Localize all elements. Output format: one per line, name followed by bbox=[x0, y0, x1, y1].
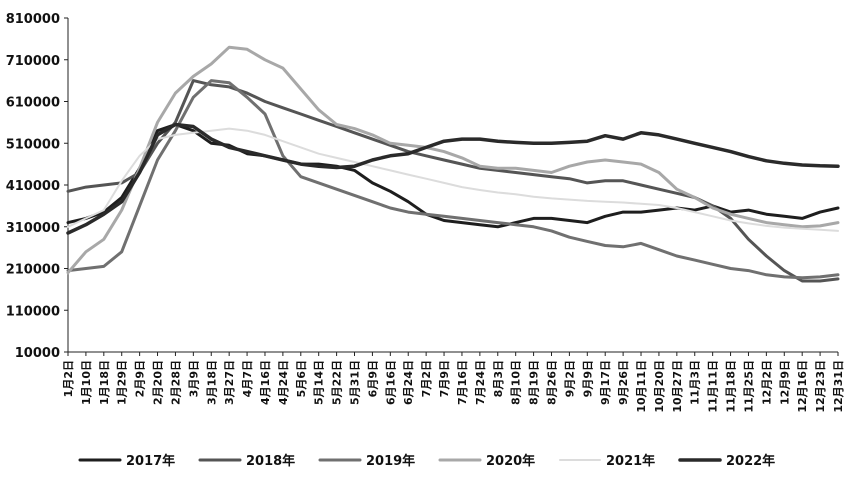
y-tick-label: 710000 bbox=[6, 54, 60, 69]
x-tick-label: 4月24日 bbox=[277, 360, 290, 405]
y-tick-label: 510000 bbox=[6, 137, 60, 152]
x-tick-label: 7月2日 bbox=[420, 360, 433, 397]
x-tick-label: 3月18日 bbox=[205, 360, 218, 405]
legend-label-1: 2018年 bbox=[246, 453, 295, 469]
x-tick-label: 3月9日 bbox=[187, 360, 200, 397]
x-tick-label: 8月19日 bbox=[528, 360, 541, 405]
x-tick-label: 1月2日 bbox=[62, 360, 75, 397]
x-tick-label: 6月16日 bbox=[384, 360, 397, 405]
x-tick-label: 7月16日 bbox=[456, 360, 469, 405]
x-tick-label: 8月10日 bbox=[510, 360, 523, 405]
x-tick-label: 2月28日 bbox=[169, 360, 182, 405]
y-tick-label: 110000 bbox=[6, 304, 60, 319]
x-tick-label: 8月3日 bbox=[492, 360, 505, 397]
series-line-1 bbox=[66, 79, 840, 283]
x-tick-label: 11月25日 bbox=[742, 360, 755, 413]
x-tick-label: 8月26日 bbox=[545, 360, 558, 405]
x-tick-label: 10月11日 bbox=[635, 360, 648, 413]
x-tick-label: 5月31日 bbox=[349, 360, 362, 405]
x-tick-label: 7月9日 bbox=[438, 360, 451, 397]
x-tick-label: 4月16日 bbox=[259, 360, 272, 405]
x-tick-label: 4月7日 bbox=[241, 360, 254, 397]
y-tick-labels: 10000 110000 210000 310000 410000 510000 61000… bbox=[6, 12, 68, 361]
x-tick-label: 12月9日 bbox=[778, 360, 791, 405]
series-line-4 bbox=[67, 127, 839, 232]
x-tick-label: 1月18日 bbox=[98, 360, 111, 405]
x-tick-label: 12月16日 bbox=[796, 360, 809, 413]
x-tick-labels: 1月2日 1月10日 1月18日 1月29日 2月9日 2月20日 2月28日 3月9日 3月1… bbox=[62, 352, 845, 413]
y-tick-label: 310000 bbox=[6, 221, 60, 236]
legend-label-5: 2022年 bbox=[726, 453, 775, 469]
x-tick-label: 2月20日 bbox=[152, 360, 165, 405]
x-tick-label: 5月22日 bbox=[331, 360, 344, 405]
y-tick-label: 810000 bbox=[6, 12, 60, 27]
legend-label-2: 2019年 bbox=[366, 453, 415, 469]
y-tick-label: 10000 bbox=[15, 346, 60, 361]
x-tick-label: 10月20日 bbox=[653, 360, 666, 413]
x-tick-label: 1月10日 bbox=[80, 360, 93, 405]
x-tick-label: 2月9日 bbox=[134, 360, 147, 397]
series-line-2 bbox=[66, 79, 840, 280]
x-tick-label: 7月24日 bbox=[474, 360, 487, 405]
x-tick-label: 3月27日 bbox=[223, 360, 236, 405]
x-tick-label: 6月24日 bbox=[402, 360, 415, 405]
x-tick-label: 10月27日 bbox=[671, 360, 684, 413]
x-tick-label: 6月9日 bbox=[366, 360, 379, 397]
x-tick-label: 11月3日 bbox=[689, 360, 702, 405]
x-tick-label: 11月11日 bbox=[707, 360, 720, 413]
x-tick-label: 9月26日 bbox=[617, 360, 630, 405]
x-tick-label: 12月31日 bbox=[832, 360, 845, 413]
x-tick-label: 11月18日 bbox=[725, 360, 738, 413]
x-tick-label: 5月6日 bbox=[295, 360, 308, 397]
series-line-3 bbox=[66, 45, 840, 275]
y-tick-label: 410000 bbox=[6, 179, 60, 194]
series-lines bbox=[66, 45, 840, 283]
y-tick-label: 610000 bbox=[6, 96, 60, 111]
x-tick-label: 9月9日 bbox=[581, 360, 594, 397]
x-tick-label: 1月29日 bbox=[116, 360, 129, 405]
x-tick-label: 9月17日 bbox=[599, 360, 612, 405]
x-tick-label: 12月23日 bbox=[814, 360, 827, 413]
y-tick-label: 210000 bbox=[6, 263, 60, 278]
x-tick-label: 5月14日 bbox=[313, 360, 326, 405]
x-tick-label: 12月2日 bbox=[760, 360, 773, 405]
x-tick-label: 9月2日 bbox=[563, 360, 576, 397]
legend: 2017年 2018年 2019年 2020年 2021年 2022年 bbox=[78, 453, 775, 469]
legend-label-0: 2017年 bbox=[126, 453, 175, 469]
legend-label-3: 2020年 bbox=[486, 453, 535, 469]
series-line-5 bbox=[66, 122, 840, 235]
legend-label-4: 2021年 bbox=[606, 453, 655, 469]
